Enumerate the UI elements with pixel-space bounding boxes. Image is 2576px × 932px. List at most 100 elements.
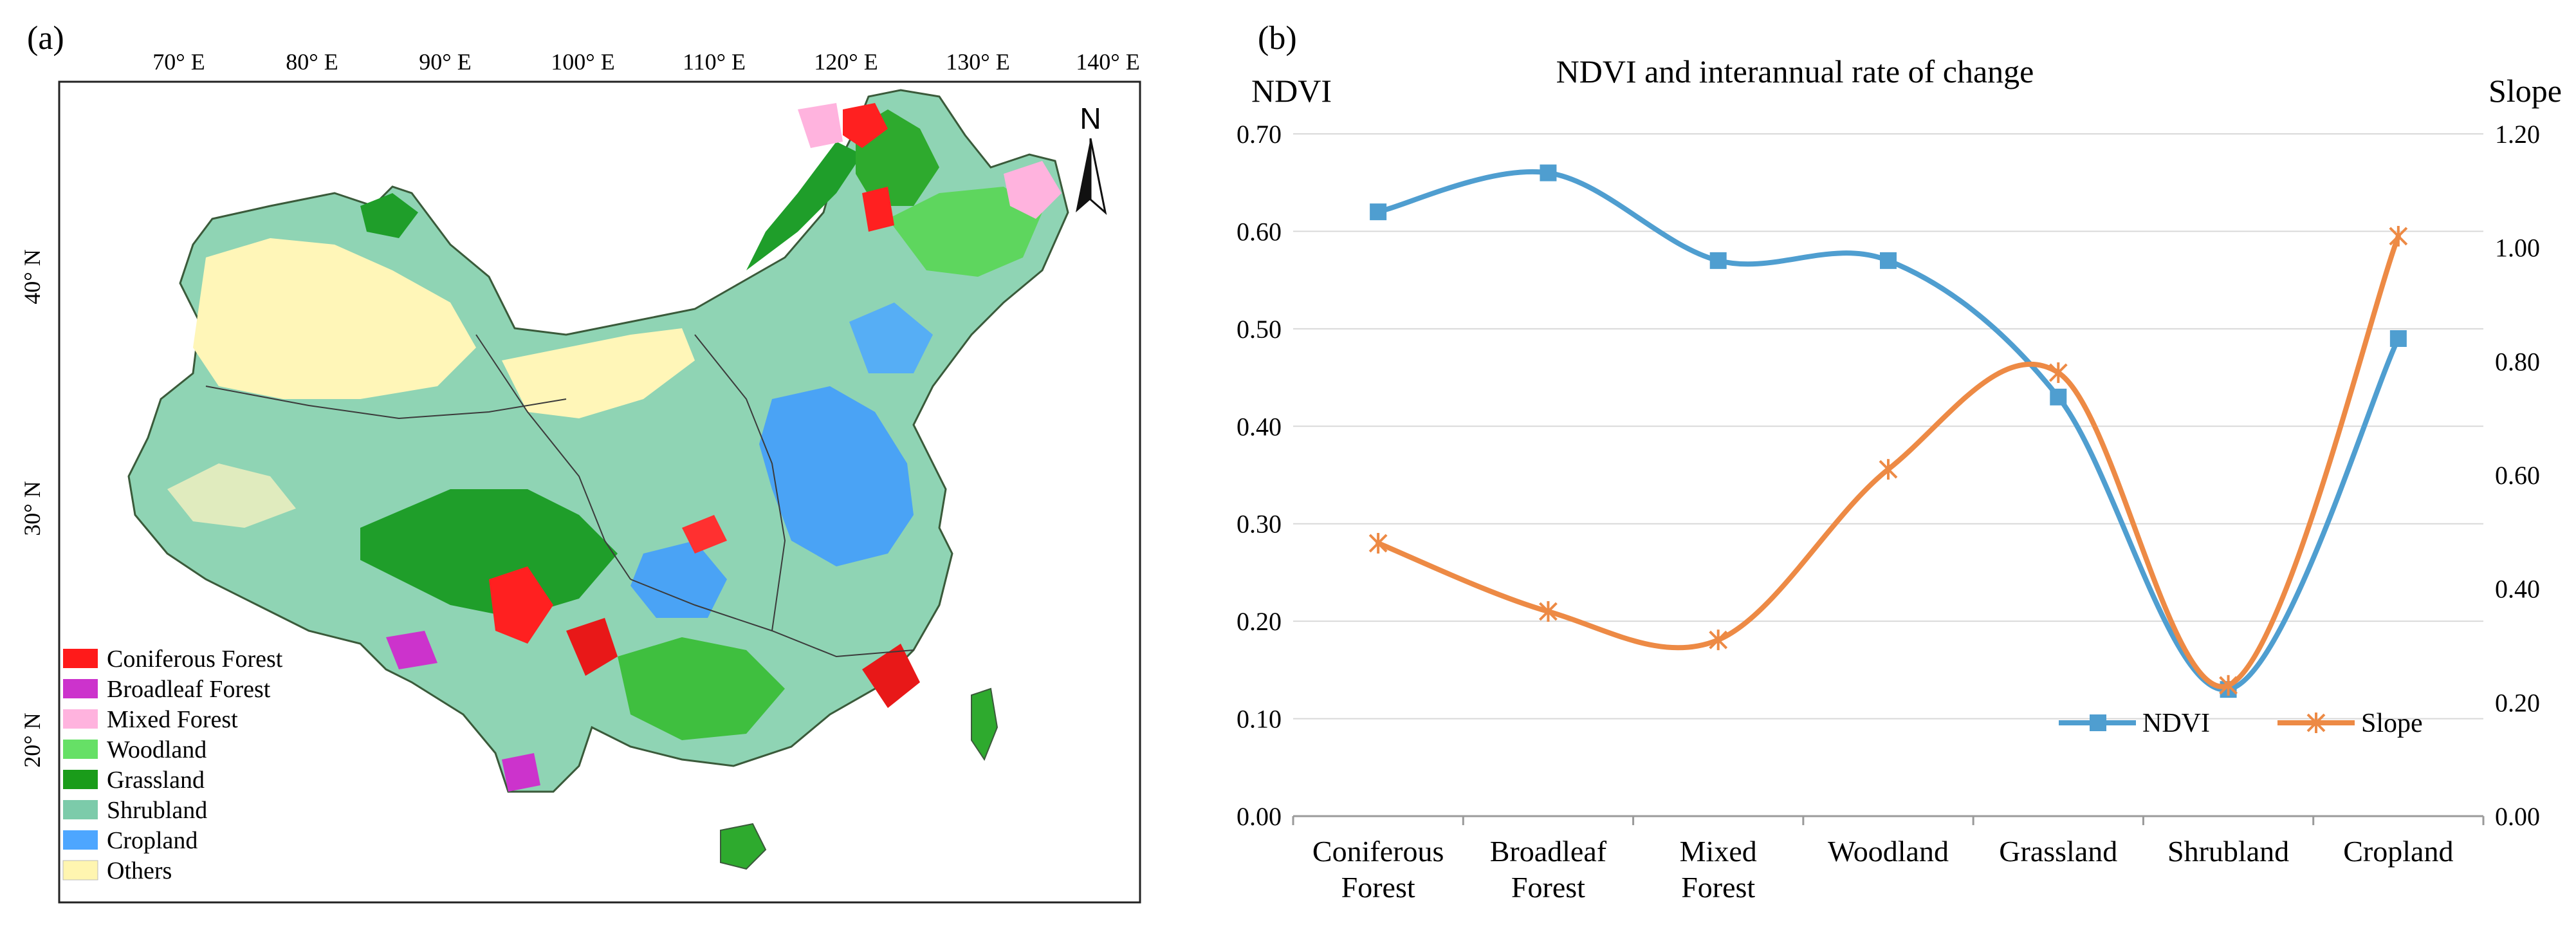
lon-label: 130° E: [946, 49, 1009, 75]
broadleaf-forest-region: [386, 631, 437, 669]
panel-b-chart: (b) NDVI and interannual rate of change …: [1237, 20, 2562, 904]
legend-item: Shrubland: [63, 797, 207, 824]
lon-label: 90° E: [419, 49, 471, 75]
right-tick-label: 0.40: [2495, 575, 2540, 604]
legend-label: Broadleaf Forest: [107, 676, 271, 703]
legend-swatch: [63, 709, 98, 729]
series-line-slope: [1375, 234, 2401, 689]
broadleaf-forest-region: [502, 753, 540, 792]
legend-label: Mixed Forest: [107, 706, 238, 733]
x-tick-label-line: Woodland: [1828, 835, 1949, 868]
legend-item: Mixed Forest: [63, 706, 238, 733]
legend-label: Others: [107, 857, 172, 884]
legend-label: Coniferous Forest: [107, 646, 283, 673]
series-line-ndvi: [1375, 169, 2401, 693]
right-tick-label: 0.20: [2495, 688, 2540, 717]
grassland-region: [746, 142, 862, 270]
north-arrow-icon: [1089, 138, 1107, 216]
series-layer: [1368, 164, 2408, 698]
legend-slope-label: Slope: [2361, 709, 2423, 738]
x-tick-label-line: Coniferous: [1312, 835, 1444, 868]
cropland-region: [849, 303, 933, 373]
x-tick-label: Mixed Forest: [1680, 835, 1757, 904]
right-axis-ticks: 0.00 0.20 0.40 0.60 0.80 1.00 1.20: [2495, 120, 2540, 831]
taiwan-island: [971, 687, 998, 761]
legend-item: Coniferous Forest: [63, 646, 283, 673]
lon-label: 70° E: [152, 49, 205, 75]
left-tick-label: 0.00: [1237, 802, 1282, 831]
y-axis-right-label: Slope: [2489, 73, 2562, 109]
legend-swatch: [63, 740, 98, 759]
data-point-slope: [2048, 362, 2068, 383]
right-tick-label: 0.60: [2495, 461, 2540, 490]
mixed-forest-region: [798, 103, 843, 148]
chart-title: NDVI and interannual rate of change: [1556, 53, 2034, 89]
data-point-ndvi: [1370, 203, 1387, 221]
x-tick-label-line: Grassland: [1999, 835, 2117, 868]
left-tick-label: 0.40: [1237, 412, 1282, 441]
x-tick-label-line: Cropland: [2343, 835, 2453, 868]
y-axis-left-label: NDVI: [1251, 73, 1332, 109]
legend-ndvi-label: NDVI: [2142, 709, 2210, 738]
longitude-labels: 70° E 80° E 90° E 100° E 110° E 120° E 1…: [152, 49, 1139, 75]
china-landcover-map: [127, 89, 1069, 870]
x-tick-label: Woodland: [1828, 835, 1949, 868]
hainan-island: [720, 823, 767, 870]
legend-swatch: [63, 800, 98, 819]
data-point-slope: [1879, 459, 1898, 480]
x-tick-label-line: Broadleaf: [1490, 835, 1607, 868]
legend-swatch: [63, 679, 98, 698]
map-legend: Coniferous Forest Broadleaf Forest Mixed…: [62, 646, 283, 884]
coniferous-forest-region: [489, 566, 553, 644]
x-tick-label-line: Forest: [1681, 871, 1755, 904]
data-point-ndvi: [2389, 330, 2407, 347]
lon-label: 140° E: [1076, 49, 1139, 75]
legend-item: Broadleaf Forest: [63, 676, 271, 703]
legend-item: Others: [62, 857, 172, 884]
x-tick-label-line: Forest: [1511, 871, 1585, 904]
woodland-region: [618, 637, 785, 740]
legend-item: Cropland: [63, 827, 198, 854]
cropland-region: [759, 386, 914, 566]
legend-label: Woodland: [107, 736, 207, 763]
others-region: [193, 238, 476, 399]
legend-ndvi-marker: [2090, 714, 2106, 731]
lat-label: 20° N: [19, 713, 45, 767]
right-tick-label: 0.00: [2495, 802, 2540, 831]
x-tick-label: Broadleaf Forest: [1490, 835, 1607, 904]
legend-item: Grassland: [63, 767, 205, 794]
x-tick-label: Shrubland: [2167, 835, 2289, 868]
x-tick-label-line: Mixed: [1680, 835, 1757, 868]
cropland-region: [630, 541, 727, 618]
legend-swatch: [62, 860, 98, 881]
data-point-slope: [1368, 533, 1388, 554]
panel-a-map: (a) 70° E 80° E 90° E 100° E 110° E 120°…: [19, 20, 1141, 904]
coniferous-forest-region: [566, 618, 618, 676]
left-tick-label: 0.30: [1237, 510, 1282, 539]
region-boundary: [205, 386, 567, 420]
x-tick-label: Grassland: [1999, 835, 2117, 868]
left-axis-ticks: 0.00 0.10 0.20 0.30 0.40 0.50 0.60 0.70: [1237, 120, 1282, 831]
data-point-slope: [1709, 629, 1728, 651]
lat-label: 40° N: [19, 249, 45, 304]
lat-label: 30° N: [19, 481, 45, 536]
grassland-region: [360, 193, 418, 238]
legend-label: Shrubland: [107, 797, 207, 824]
lon-label: 80° E: [286, 49, 338, 75]
legend-label: Cropland: [107, 827, 198, 854]
data-point-ndvi: [2050, 388, 2067, 405]
right-tick-label: 1.20: [2495, 120, 2540, 149]
legend-swatch: [63, 770, 98, 789]
coniferous-forest-region: [862, 187, 894, 232]
left-tick-label: 0.70: [1237, 120, 1282, 149]
left-tick-label: 0.10: [1237, 705, 1282, 734]
right-tick-label: 0.80: [2495, 347, 2540, 376]
data-point-ndvi: [1540, 164, 1557, 182]
lon-label: 110° E: [683, 49, 746, 75]
grassland-region: [360, 489, 618, 618]
north-arrow-label: N: [1080, 102, 1101, 135]
data-point-slope: [1539, 601, 1558, 622]
others-region: [167, 463, 296, 528]
others-region: [502, 328, 695, 418]
